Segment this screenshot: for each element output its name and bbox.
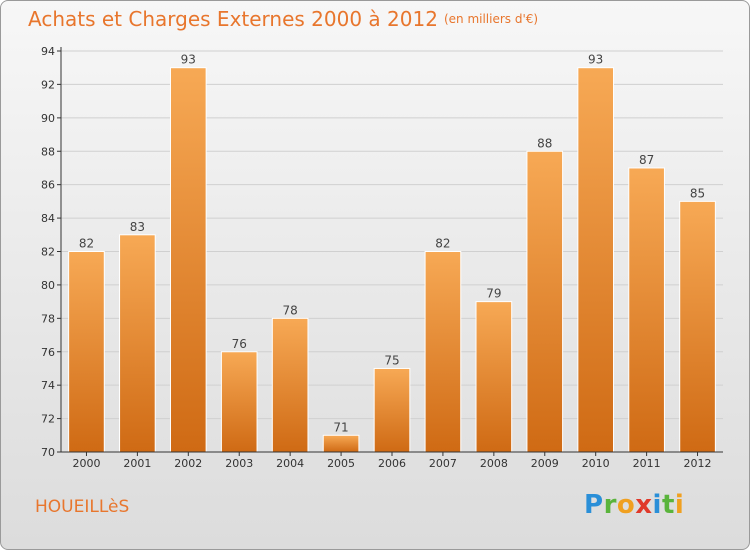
y-tick-label: 78 [41,312,55,325]
chart-subtitle: (en milliers d'€) [443,12,539,26]
logo-letter: x [635,490,653,520]
y-tick-label: 84 [41,212,55,225]
bar-value-label: 82 [435,237,450,251]
chart-title-text: Achats et Charges Externes 2000 à 2012 [28,7,438,31]
bar-value-label: 78 [283,303,298,317]
bar [271,317,309,453]
logo-letter: r [603,490,617,520]
x-tick-label: 2011 [633,457,661,470]
x-tick-label: 2010 [582,457,610,470]
y-tick-label: 90 [41,112,55,125]
bar-value-label: 76 [232,337,247,351]
x-tick-label: 2012 [684,457,712,470]
x-tick-label: 2000 [72,457,100,470]
bar [679,200,716,453]
y-tick-label: 86 [41,179,55,192]
bar-value-label: 93 [181,53,196,67]
x-tick-label: 2007 [429,457,457,470]
x-tick-label: 2006 [378,457,406,470]
bar [628,167,665,453]
x-tick-label: 2004 [276,457,304,470]
x-tick-label: 2002 [174,457,202,470]
bar [577,67,615,453]
bar-value-label: 83 [130,220,145,234]
bar [424,251,462,453]
y-tick-label: 70 [41,446,55,459]
x-tick-label: 2003 [225,457,253,470]
y-tick-label: 72 [41,413,55,426]
bar-value-label: 75 [384,353,399,367]
bar [169,67,207,453]
bar-value-label: 93 [588,53,603,67]
bar-value-label: 82 [79,237,94,251]
logo-letter: i [674,490,685,520]
y-tick-label: 74 [41,379,55,392]
x-tick-label: 2005 [327,457,355,470]
bar [526,150,564,453]
logo-letter: t [661,490,675,520]
x-tick-label: 2001 [123,457,151,470]
bar-value-label: 71 [333,420,348,434]
x-tick-label: 2008 [480,457,508,470]
bar-value-label: 85 [690,186,705,200]
x-tick-label: 2009 [531,457,559,470]
logo-letter: i [652,490,662,520]
bar-value-label: 87 [639,153,654,167]
y-tick-label: 82 [41,246,55,259]
proxiti-logo: Proxiti [584,490,684,520]
bar [475,301,513,453]
axes: 70 72 74 76 78 80 82 84 86 88 90 92 94 2000 2001 2002 20… [41,45,723,470]
bar-value-label: 79 [486,287,501,301]
bar [373,367,411,453]
bars: 82 83 93 76 78 71 75 82 79 88 93 87 85 [68,53,716,453]
commune-name: HOUEILLèS [35,497,130,517]
bar [220,351,258,453]
y-tick-label: 94 [41,45,55,58]
bar-value-label: 88 [537,136,552,150]
y-tick-label: 92 [41,78,55,91]
bar [119,234,156,453]
logo-letter: o [616,490,636,520]
y-tick-label: 88 [41,145,55,158]
y-tick-label: 76 [41,346,55,359]
bar [68,251,105,453]
chart-title: Achats et Charges Externes 2000 à 2012 (e… [28,7,538,31]
bar [322,434,360,453]
logo-letter: P [584,490,604,520]
y-tick-label: 80 [41,279,55,292]
